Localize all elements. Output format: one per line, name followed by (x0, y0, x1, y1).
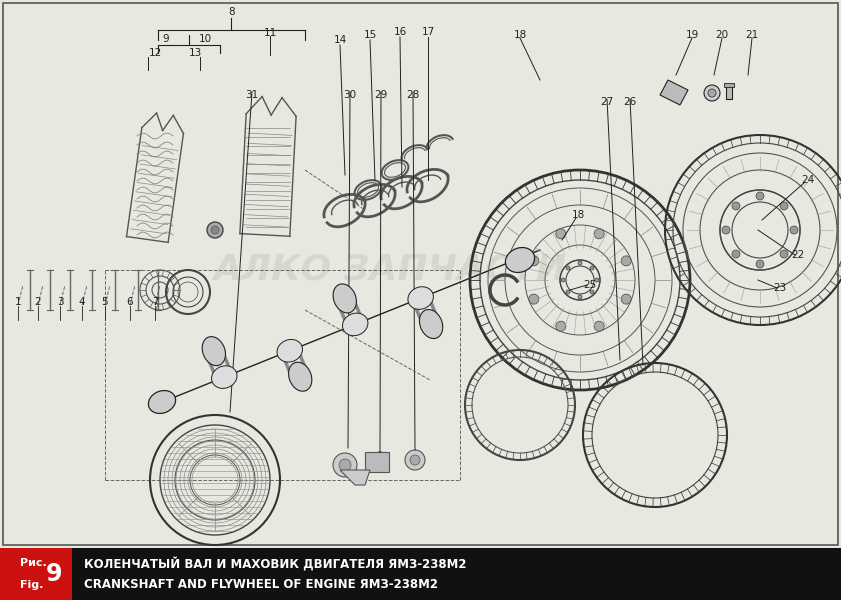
Ellipse shape (148, 391, 176, 413)
Text: 15: 15 (363, 30, 377, 40)
Ellipse shape (505, 248, 535, 272)
Circle shape (372, 452, 388, 468)
Text: 25: 25 (584, 280, 596, 290)
Circle shape (704, 85, 720, 101)
Text: 14: 14 (333, 35, 346, 45)
Circle shape (566, 266, 570, 270)
Text: 18: 18 (571, 210, 584, 220)
Circle shape (708, 89, 716, 97)
Text: 6: 6 (127, 297, 134, 307)
Text: 24: 24 (801, 175, 815, 185)
Ellipse shape (277, 340, 303, 362)
Text: Рис.: Рис. (20, 557, 47, 568)
Circle shape (566, 290, 570, 294)
Text: 21: 21 (745, 30, 759, 40)
Bar (726, 85, 732, 99)
Circle shape (578, 261, 582, 265)
Text: 17: 17 (421, 27, 435, 37)
Text: 28: 28 (406, 90, 420, 100)
Ellipse shape (202, 337, 225, 365)
Circle shape (595, 278, 599, 282)
Circle shape (590, 266, 594, 270)
Text: 3: 3 (56, 297, 63, 307)
Text: 26: 26 (623, 97, 637, 107)
Circle shape (556, 321, 566, 331)
Circle shape (722, 226, 730, 234)
Text: 5: 5 (102, 297, 108, 307)
Text: 20: 20 (716, 30, 728, 40)
Ellipse shape (420, 310, 442, 338)
Text: 22: 22 (791, 250, 805, 260)
Text: 9: 9 (45, 562, 62, 586)
Text: Fig.: Fig. (20, 580, 44, 590)
Circle shape (578, 295, 582, 299)
Circle shape (780, 250, 788, 258)
Bar (724, 83, 734, 87)
Circle shape (207, 222, 223, 238)
Circle shape (376, 456, 384, 464)
Text: 8: 8 (228, 7, 235, 17)
Circle shape (211, 226, 219, 234)
Circle shape (529, 256, 539, 266)
Text: 10: 10 (198, 34, 212, 44)
Text: 4: 4 (79, 297, 85, 307)
Circle shape (333, 453, 357, 477)
Text: АЛКО ЗАПЧАСТИ: АЛКО ЗАПЧАСТИ (214, 253, 567, 287)
Text: 11: 11 (263, 28, 277, 38)
Text: 2: 2 (34, 297, 41, 307)
Circle shape (732, 250, 740, 258)
Text: 30: 30 (343, 90, 357, 100)
Circle shape (590, 290, 594, 294)
Text: CRANKSHAFT AND FLYWHEEL OF ENGINE ЯМЗ-238М2: CRANKSHAFT AND FLYWHEEL OF ENGINE ЯМЗ-23… (84, 578, 438, 591)
Circle shape (410, 455, 420, 465)
Text: 16: 16 (394, 27, 407, 37)
Polygon shape (660, 80, 688, 105)
Circle shape (756, 192, 764, 200)
Circle shape (790, 226, 798, 234)
Circle shape (756, 260, 764, 268)
Ellipse shape (288, 362, 312, 391)
Text: 9: 9 (162, 34, 169, 44)
Ellipse shape (408, 287, 433, 310)
Text: 1: 1 (14, 297, 21, 307)
Text: 27: 27 (600, 97, 614, 107)
Ellipse shape (212, 366, 237, 388)
Ellipse shape (333, 284, 357, 313)
Text: 18: 18 (513, 30, 526, 40)
Text: 19: 19 (685, 30, 699, 40)
Ellipse shape (342, 313, 368, 336)
Circle shape (556, 229, 566, 239)
Text: 13: 13 (188, 48, 202, 58)
Circle shape (529, 294, 539, 304)
Text: КОЛЕНЧАТЫЙ ВАЛ И МАХОВИК ДВИГАТЕЛЯ ЯМЗ-238М2: КОЛЕНЧАТЫЙ ВАЛ И МАХОВИК ДВИГАТЕЛЯ ЯМЗ-2… (84, 557, 467, 571)
Bar (0, 548, 72, 600)
Circle shape (594, 321, 604, 331)
Text: 23: 23 (774, 283, 786, 293)
Circle shape (339, 459, 351, 471)
Circle shape (405, 450, 425, 470)
Circle shape (621, 256, 632, 266)
Bar (0, 548, 841, 600)
Circle shape (621, 294, 632, 304)
Polygon shape (340, 470, 370, 485)
Circle shape (594, 229, 604, 239)
Circle shape (561, 278, 565, 282)
Text: 31: 31 (246, 90, 259, 100)
Text: 7: 7 (151, 297, 158, 307)
Text: 29: 29 (374, 90, 388, 100)
Bar (365, 452, 389, 472)
Circle shape (732, 202, 740, 210)
Circle shape (780, 202, 788, 210)
Text: 12: 12 (148, 48, 161, 58)
